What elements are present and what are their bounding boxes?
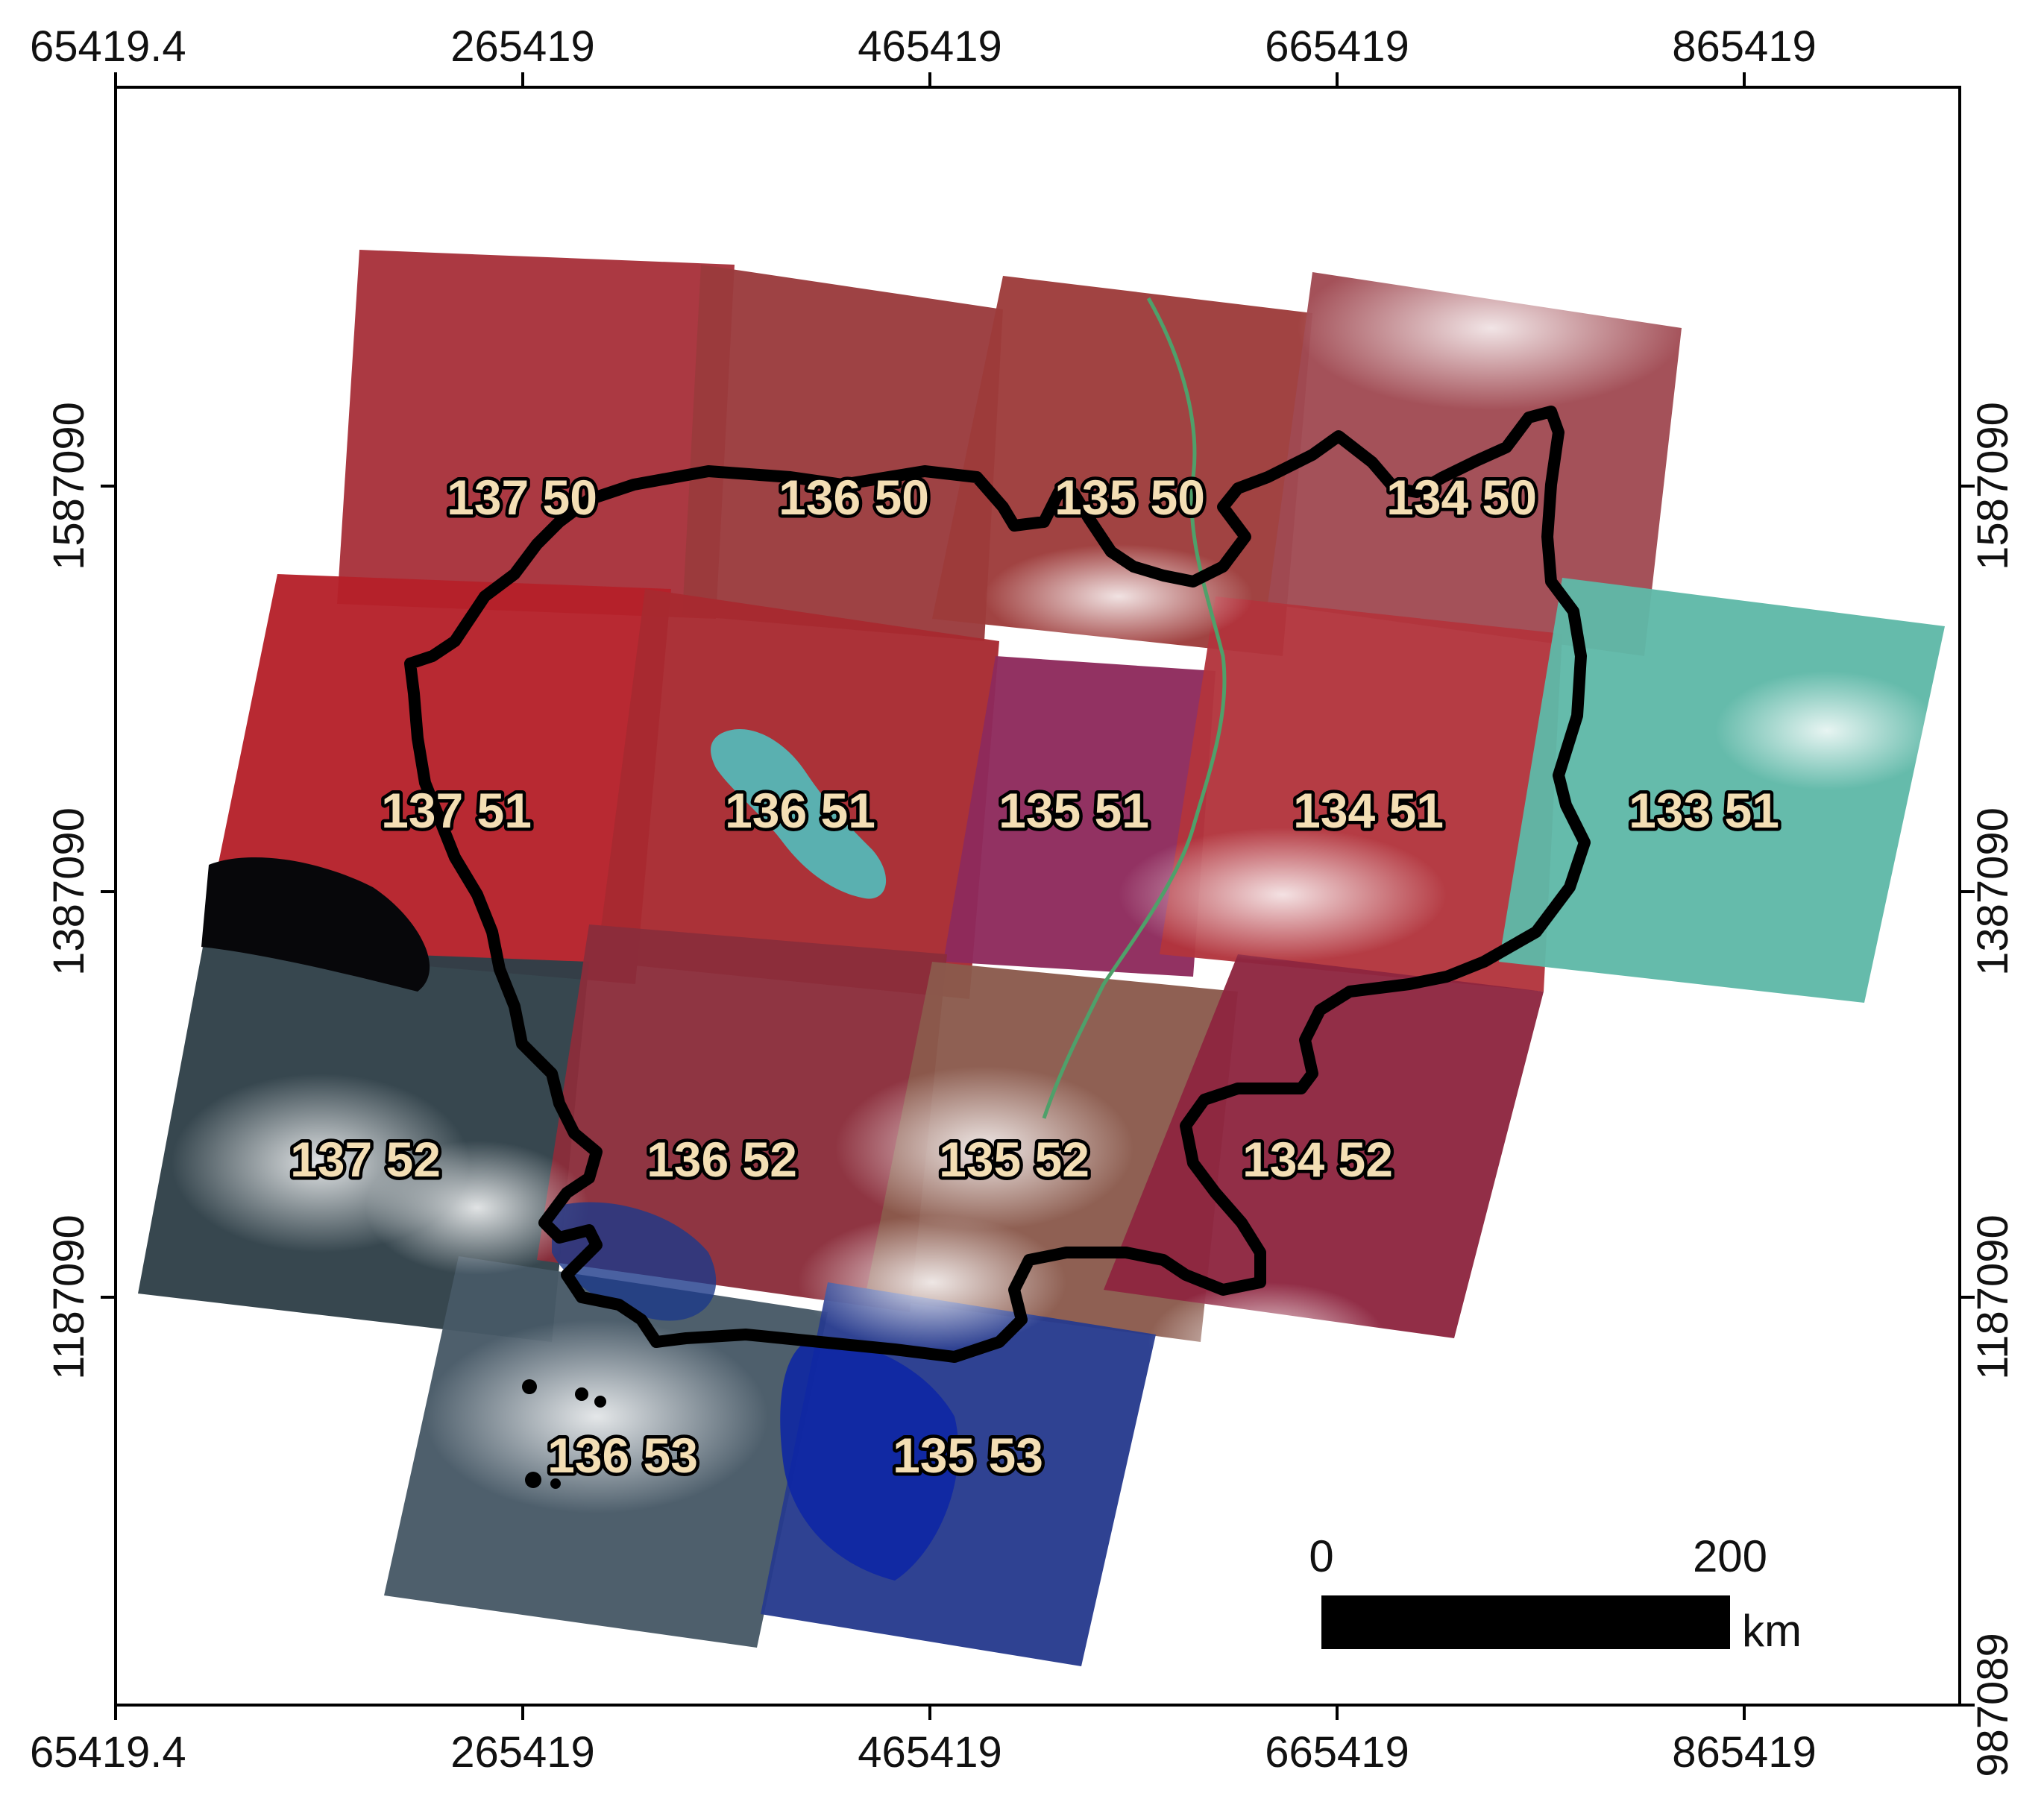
tonle-sap-lake (711, 729, 887, 899)
x-tick-label-top: 865419 (1672, 22, 1817, 71)
scene-label-137-51: 137 51 (381, 783, 532, 838)
sea-area-vietnam (780, 1340, 959, 1581)
scene-label-135-50: 135 50 (1054, 470, 1205, 525)
y-tick-label-left: 1587090 (45, 402, 93, 570)
x-axis-labels-top: 65419.4 265419 465419 665419 865419 (30, 22, 1817, 71)
scene-label-136-52: 136 52 (647, 1132, 797, 1187)
scene-tile-136-50 (682, 265, 1003, 641)
scene-label-134-50: 134 50 (1386, 470, 1537, 525)
scene-tile-137-50 (337, 250, 735, 619)
scene-label-137-50: 137 50 (447, 470, 597, 525)
mekong-river (1042, 297, 1227, 1119)
x-tick-label-bottom: 465419 (858, 1728, 1002, 1777)
y-tick-label-left: 1187090 (45, 1214, 93, 1380)
scene-label-135-51: 135 51 (999, 783, 1149, 838)
x-tick-label-bottom: 65419.4 (30, 1728, 186, 1777)
scene-label-134-52: 134 52 (1242, 1132, 1393, 1187)
scene-label-136-50: 136 50 (779, 470, 929, 525)
x-axis-labels-bottom: 65419.4 265419 465419 665419 865419 (30, 1728, 1817, 1777)
scale-bar-rect (1321, 1595, 1730, 1649)
y-tick-label-right: 1187090 (1969, 1214, 2017, 1380)
axis-ticks (101, 72, 1975, 1720)
scene-label-135-53: 135 53 (893, 1428, 1043, 1483)
y-tick-label-right-bottom: 987089 (1969, 1633, 2017, 1777)
x-tick-label-top: 465419 (858, 22, 1002, 71)
country-boundary (404, 406, 1591, 1363)
coastal-islands (522, 1379, 606, 1489)
scale-bar-unit-label: km (1742, 1606, 1802, 1656)
scene-label-133-51: 133 51 (1629, 783, 1779, 838)
imagery-layer (138, 246, 1945, 1666)
x-tick-label-top: 265419 (450, 22, 595, 71)
scale-bar-start-label: 0 (1309, 1531, 1333, 1581)
y-axis-labels-left: 1587090 1387090 1187090 (45, 402, 93, 1380)
x-tick-label-top: 665419 (1265, 22, 1409, 71)
y-tick-label-right: 1587090 (1969, 402, 2017, 570)
y-axis-labels-right: 1587090 1387090 1187090 987089 (1969, 402, 2017, 1777)
scene-labels: 137 50 136 50 135 50 134 50 137 51 136 51 135 … (287, 467, 1783, 1487)
scene-label-136-53: 136 53 (547, 1428, 698, 1483)
x-tick-label-bottom: 665419 (1265, 1728, 1409, 1777)
cloud-patches (172, 246, 1939, 1513)
scene-label-134-51: 134 51 (1293, 783, 1444, 838)
scale-bar: 0 200 km (1309, 1531, 1802, 1656)
y-tick-label-right: 1387090 (1969, 807, 2017, 976)
y-tick-label-left: 1387090 (45, 807, 93, 976)
scene-label-137-52: 137 52 (290, 1132, 441, 1187)
x-tick-label-bottom: 265419 (450, 1728, 595, 1777)
scale-bar-end-label: 200 (1693, 1531, 1767, 1581)
x-tick-label-top: 65419.4 (30, 22, 186, 71)
scene-label-135-52: 135 52 (939, 1132, 1089, 1187)
scene-label-136-51: 136 51 (725, 783, 875, 838)
scene-tile-134-52 (1104, 954, 1544, 1338)
x-tick-label-bottom: 865419 (1672, 1728, 1817, 1777)
sea-area-west (201, 857, 430, 992)
